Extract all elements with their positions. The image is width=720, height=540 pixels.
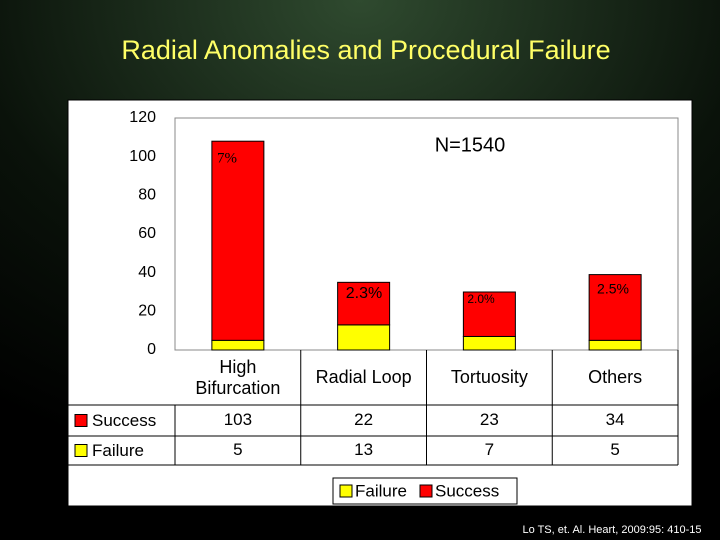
table-value: 23 — [480, 410, 499, 429]
source: Lo TS, et. Al. Heart, 2009:95: 410-15 — [523, 524, 702, 536]
row-label: Failure — [92, 441, 144, 460]
table-value: 34 — [606, 410, 625, 429]
annotation: 2.0% — [467, 292, 495, 306]
y-tick-label: 40 — [138, 264, 156, 281]
slide-title: Radial Anomalies and Procedural Failure — [121, 35, 610, 65]
table-value: 5 — [233, 440, 242, 459]
y-tick-label: 60 — [138, 225, 156, 242]
table-value: 22 — [354, 410, 373, 429]
legend-key — [419, 484, 433, 498]
annotation: 2.3% — [346, 285, 382, 302]
bar — [588, 274, 642, 341]
legend-label: Success — [435, 481, 499, 500]
legend-key — [74, 444, 88, 457]
table-value: 13 — [354, 440, 373, 459]
x-tick-label-box: Others — [588, 367, 643, 387]
table-value: 7 — [485, 440, 494, 459]
y-tick-label: 80 — [138, 187, 156, 204]
bar — [462, 335, 516, 351]
bar — [337, 281, 391, 326]
row-label: Success — [92, 411, 156, 430]
x-tick-label: Others — [588, 367, 643, 387]
annotation: N=1540 — [435, 134, 506, 156]
x-tick-label: Tortuosity — [450, 367, 528, 387]
legend-key — [339, 484, 353, 498]
legend-key — [74, 414, 88, 427]
y-tick-label: 20 — [138, 303, 156, 320]
bar — [462, 291, 516, 337]
bar — [211, 339, 265, 351]
y-tick-label: 0 — [147, 341, 156, 358]
x-tick-label-box: Radial Loop — [315, 367, 412, 387]
x-tick-label-box: High Bifurcation — [195, 356, 281, 398]
x-tick-label: High Bifurcation — [195, 356, 281, 398]
y-tick-label: 120 — [129, 109, 156, 126]
x-tick-label: Radial Loop — [315, 367, 412, 387]
bar — [588, 339, 642, 351]
y-tick-label: 100 — [129, 148, 156, 165]
table-value: 103 — [224, 410, 252, 429]
legend-label: Failure — [355, 481, 407, 500]
annotation: 7% — [217, 150, 237, 166]
table-value: 5 — [610, 440, 619, 459]
x-tick-label-box: Tortuosity — [450, 367, 528, 387]
annotation: 2.5% — [597, 281, 629, 297]
bar — [211, 140, 265, 341]
bar — [337, 324, 391, 351]
